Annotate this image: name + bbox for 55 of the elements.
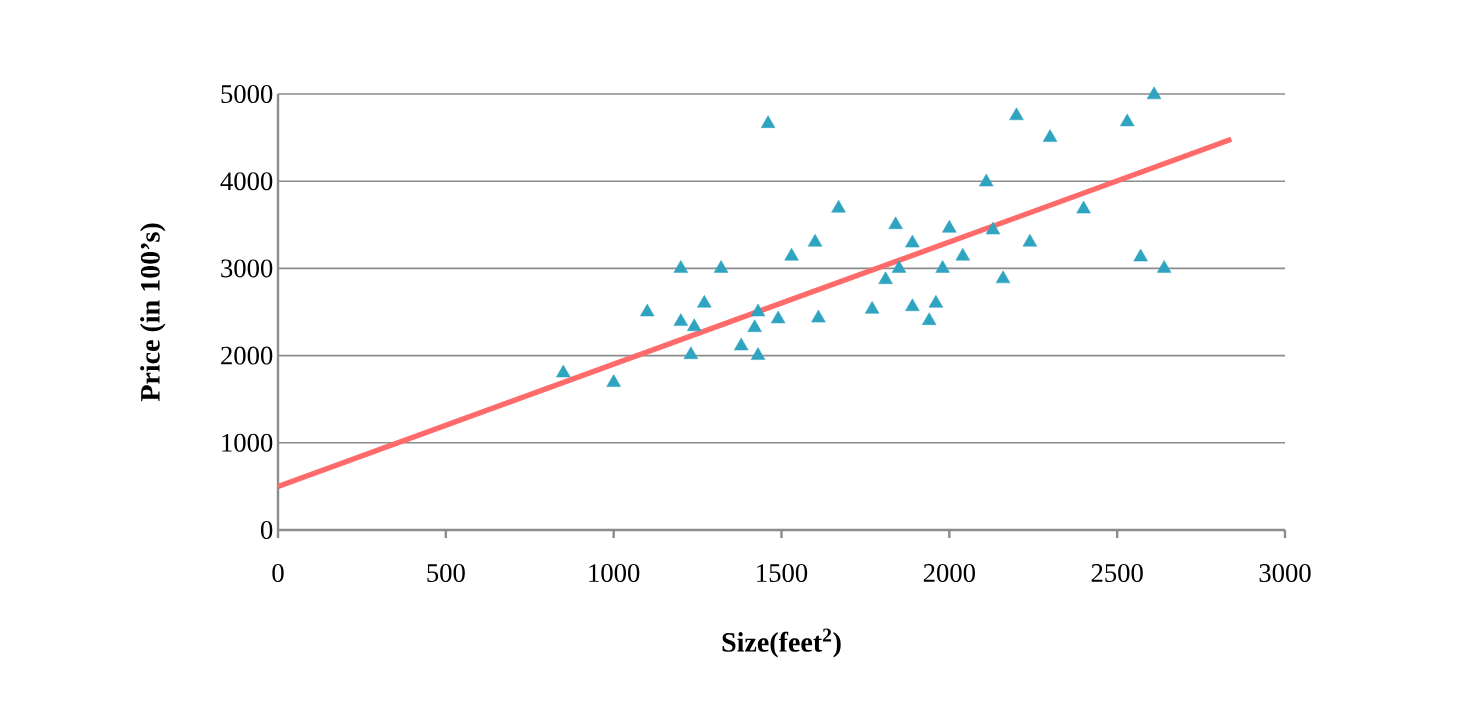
- point: [1146, 86, 1162, 100]
- point: [891, 260, 907, 273]
- point: [1133, 248, 1148, 262]
- y-tick-label: 5000: [221, 85, 273, 103]
- point: [864, 301, 880, 314]
- point: [556, 364, 571, 378]
- x-tick-label: 1500: [757, 564, 808, 583]
- point: [942, 220, 957, 233]
- x-tick-label: 500: [427, 564, 465, 583]
- point: [878, 271, 893, 284]
- point: [1022, 233, 1038, 247]
- point: [922, 312, 937, 325]
- point: [673, 260, 688, 273]
- point: [770, 310, 786, 324]
- point: [995, 270, 1011, 284]
- point: [697, 295, 712, 308]
- point: [831, 199, 846, 213]
- point: [807, 233, 823, 247]
- x-tick-label: 2500: [1091, 564, 1143, 583]
- y-tick-label: 4000: [220, 172, 273, 191]
- point: [760, 115, 776, 128]
- point: [1120, 113, 1135, 127]
- y-tick-label: 0: [260, 520, 273, 539]
- point: [1042, 129, 1058, 142]
- point: [606, 374, 621, 387]
- point: [811, 309, 826, 323]
- x-tick-label: 2000: [923, 564, 975, 583]
- point: [935, 260, 950, 273]
- point: [985, 221, 1001, 235]
- point: [747, 319, 762, 332]
- point: [888, 216, 903, 230]
- point: [683, 346, 699, 359]
- y-tick-label: 2000: [221, 346, 273, 365]
- x-tick-label: 3000: [1259, 564, 1311, 583]
- point: [955, 247, 970, 261]
- point: [640, 303, 655, 317]
- point: [928, 295, 944, 308]
- point: [750, 303, 766, 317]
- point: [673, 313, 688, 326]
- point: [750, 347, 766, 360]
- point: [687, 318, 702, 332]
- y-tick-label: 3000: [221, 259, 273, 278]
- point: [1076, 200, 1091, 214]
- point: [905, 298, 920, 312]
- y-tick-label: 1000: [222, 433, 273, 452]
- point: [713, 260, 729, 273]
- point: [734, 337, 749, 351]
- point: [1156, 260, 1172, 273]
- point: [1009, 107, 1024, 121]
- y-axis-title: Price (in 100’s): [140, 223, 166, 402]
- point: [905, 234, 920, 248]
- x-tick-label: 1000: [589, 564, 640, 583]
- point: [979, 173, 994, 187]
- x-axis-title: Size(feet$^{2}$): [722, 628, 841, 658]
- point: [784, 247, 799, 261]
